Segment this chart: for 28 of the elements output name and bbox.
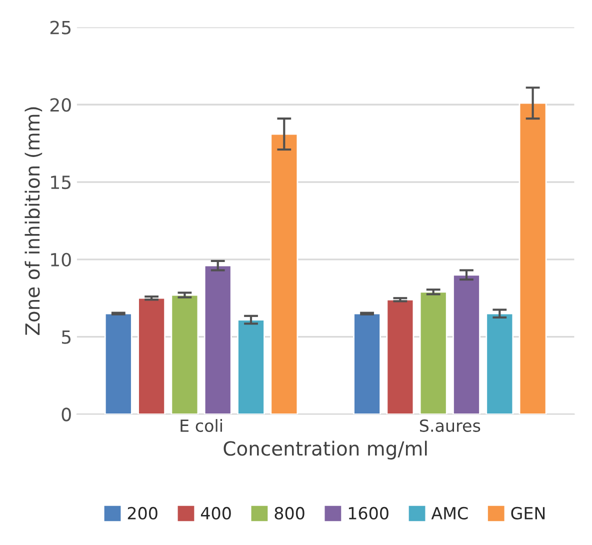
legend-label: 400 (200, 506, 231, 520)
bar (138, 297, 166, 414)
bar (518, 102, 547, 414)
y-tick-label: 20 (50, 98, 71, 112)
y-axis-title: Zone of inhibition (mm) (24, 107, 42, 335)
bar (353, 312, 381, 414)
y-tick-label: 10 (51, 252, 71, 267)
legend-label: AMC (431, 506, 468, 520)
legend-label: 800 (274, 506, 304, 520)
bar (104, 312, 132, 414)
bar (486, 312, 514, 414)
y-tick-label: 0 (62, 408, 71, 422)
y-tick-label: 15 (51, 176, 71, 190)
y-tick-label: 5 (62, 330, 71, 344)
bar (270, 133, 298, 414)
legend-label: GEN (511, 506, 545, 520)
legend-label: 1600 (348, 506, 388, 520)
x-tick-label: E coli (180, 419, 222, 432)
bar (419, 291, 448, 414)
x-tick-label: S.aures (420, 419, 480, 432)
x-axis-title: Concentration mg/ml (224, 440, 427, 460)
bar (386, 298, 414, 414)
bar (170, 294, 199, 414)
legend-label: 200 (128, 506, 158, 520)
y-tick-label: 25 (50, 20, 71, 34)
bar (452, 274, 480, 414)
bar (237, 319, 265, 414)
bar (204, 264, 232, 414)
